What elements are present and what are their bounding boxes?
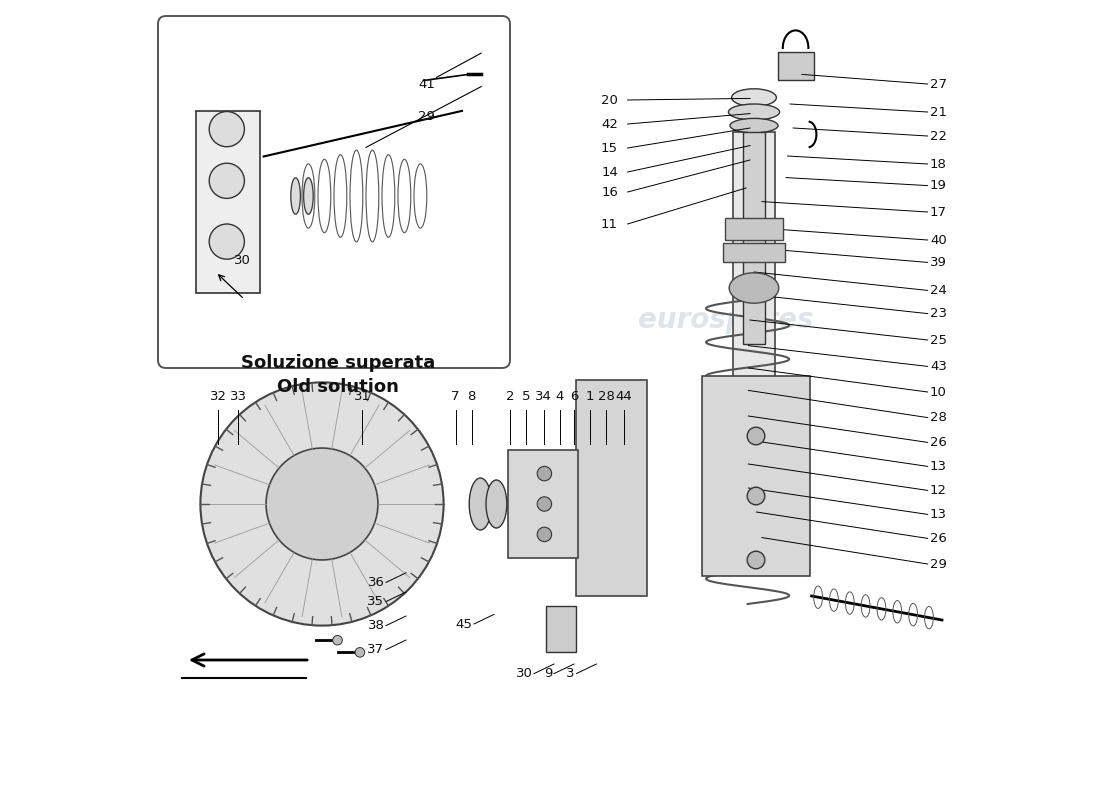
Text: 44: 44 [615,390,632,403]
Bar [723,243,785,262]
Text: eurospares: eurospares [638,306,814,334]
Text: 26: 26 [930,436,947,449]
Text: 43: 43 [930,360,947,373]
Text: 9: 9 [544,667,552,680]
Text: 33: 33 [230,390,246,403]
Text: 30: 30 [233,254,251,266]
Text: Soluzione superata: Soluzione superata [241,354,436,372]
Text: 28: 28 [597,390,615,403]
Circle shape [747,427,764,445]
Ellipse shape [470,478,492,530]
Bar [507,450,578,558]
Ellipse shape [730,118,778,133]
Text: 1: 1 [585,390,594,403]
Circle shape [355,647,365,657]
Text: 19: 19 [930,179,947,192]
Circle shape [209,163,244,198]
Circle shape [200,382,443,626]
Text: 39: 39 [930,256,947,269]
Text: 41: 41 [418,78,434,90]
Text: 20: 20 [601,94,618,106]
Text: 34: 34 [536,390,552,403]
Text: 6: 6 [570,390,579,403]
Text: Old solution: Old solution [277,378,399,395]
Text: 25: 25 [930,334,947,346]
Text: 7: 7 [451,390,460,403]
Text: 45: 45 [455,618,472,630]
Text: 10: 10 [930,386,947,398]
Text: 28: 28 [930,411,947,424]
Bar [576,380,647,596]
Text: 4: 4 [556,390,564,403]
Bar [725,218,783,240]
Text: eurospares: eurospares [222,306,398,334]
Text: 42: 42 [601,118,618,130]
Text: 23: 23 [930,307,947,320]
Bar [742,132,766,344]
Text: 27: 27 [930,78,947,90]
Text: 35: 35 [367,595,384,608]
Text: 5: 5 [521,390,530,403]
Text: 13: 13 [930,460,947,473]
Circle shape [537,466,551,481]
Bar [778,52,814,80]
Text: 31: 31 [353,390,371,403]
Ellipse shape [304,178,313,214]
Circle shape [537,527,551,542]
Text: 26: 26 [930,532,947,545]
Circle shape [747,487,764,505]
Text: 22: 22 [930,130,947,142]
Text: 3: 3 [566,667,575,680]
Text: 15: 15 [601,142,618,154]
Text: 32: 32 [209,390,227,403]
Ellipse shape [728,104,780,120]
Circle shape [266,448,378,560]
Circle shape [747,551,764,569]
Text: 14: 14 [601,166,618,178]
Polygon shape [702,376,810,576]
Text: 40: 40 [930,234,947,246]
Text: 2: 2 [506,390,515,403]
Text: 37: 37 [367,643,384,656]
Ellipse shape [290,178,300,214]
Bar [197,111,261,294]
Text: 29: 29 [930,558,947,570]
Text: 30: 30 [516,667,532,680]
Text: 12: 12 [930,484,947,497]
Text: 13: 13 [930,508,947,521]
Circle shape [209,224,244,259]
Text: 21: 21 [930,106,947,118]
Text: 36: 36 [367,576,384,589]
Ellipse shape [729,273,779,303]
Bar [734,132,774,456]
FancyBboxPatch shape [158,16,510,368]
Text: 24: 24 [930,284,947,297]
Text: 18: 18 [930,158,947,170]
Text: 29: 29 [418,110,434,122]
Ellipse shape [732,89,777,106]
Circle shape [209,111,244,146]
Text: 11: 11 [601,218,618,230]
Bar [546,606,576,652]
Circle shape [332,635,342,645]
Text: 16: 16 [601,186,618,198]
Text: 38: 38 [367,619,384,632]
Text: 17: 17 [930,206,947,218]
Text: 8: 8 [468,390,476,403]
Circle shape [537,497,551,511]
Ellipse shape [486,480,507,528]
